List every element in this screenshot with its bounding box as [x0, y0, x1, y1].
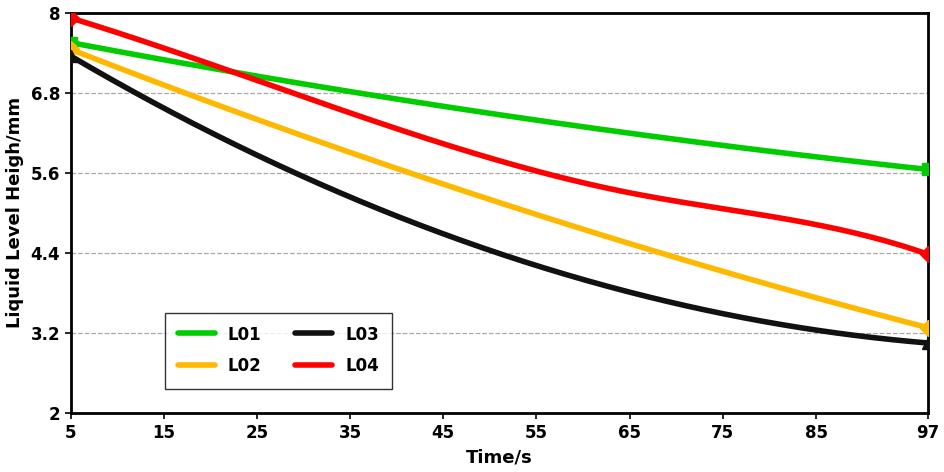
Y-axis label: Liquid Level Heigh/mm: Liquid Level Heigh/mm	[6, 97, 24, 329]
L01	[901, 164, 912, 170]
L04	[477, 153, 488, 159]
L02	[529, 211, 540, 217]
L04	[575, 179, 586, 185]
L02	[767, 283, 778, 288]
L01	[472, 109, 483, 114]
L04	[901, 244, 912, 250]
L01	[529, 117, 540, 123]
L03	[921, 340, 933, 346]
L01	[477, 110, 488, 115]
L03	[529, 262, 540, 268]
L01	[767, 149, 778, 154]
L03	[575, 276, 586, 282]
Line: L03: L03	[71, 56, 927, 343]
X-axis label: Time/s: Time/s	[465, 448, 532, 466]
L02	[472, 193, 483, 198]
Legend: L01, L02, L03, L04: L01, L02, L03, L04	[164, 313, 392, 389]
L02	[921, 325, 933, 330]
L03	[767, 320, 778, 326]
Line: L02: L02	[71, 49, 927, 328]
L01	[575, 124, 586, 129]
L04	[65, 15, 76, 21]
L04	[767, 214, 778, 219]
L03	[901, 338, 912, 344]
L01	[921, 167, 933, 172]
L03	[472, 243, 483, 249]
L03	[65, 53, 76, 59]
L02	[477, 194, 488, 200]
L02	[65, 46, 76, 52]
L04	[529, 168, 540, 173]
L01	[65, 40, 76, 45]
L04	[921, 252, 933, 257]
L03	[477, 245, 488, 251]
Line: L01: L01	[71, 42, 927, 169]
L02	[575, 226, 586, 231]
L02	[901, 320, 912, 325]
Line: L04: L04	[71, 18, 927, 254]
L04	[472, 152, 483, 157]
